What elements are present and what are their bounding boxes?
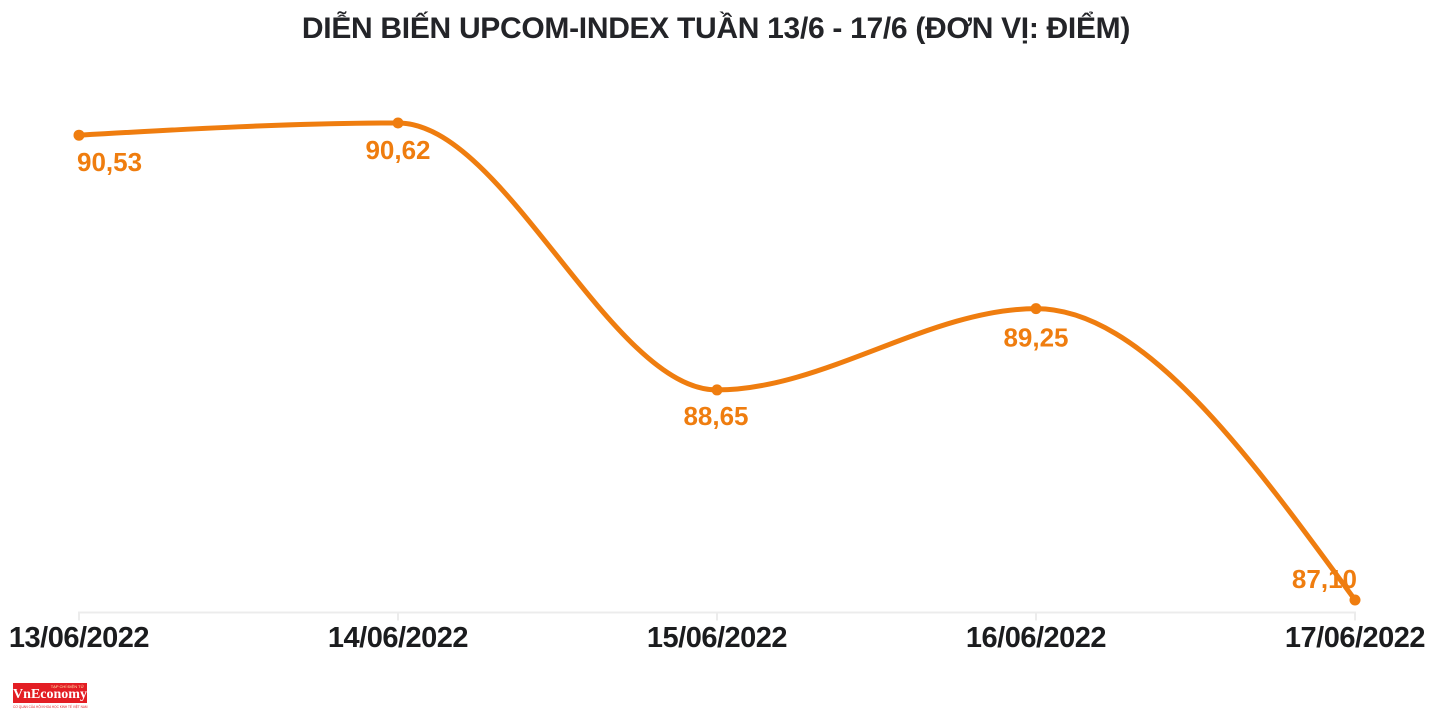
x-axis-label: 16/06/2022 <box>965 622 1107 654</box>
logo-tagline-bottom: CƠ QUAN CỦA HỘI KHOA HỌC KINH TẾ VIỆT NA… <box>13 704 88 709</box>
logo-tagline-top: TẠP CHÍ ĐIỆN TỬ <box>50 684 84 689</box>
data-label: 90,62 <box>365 135 430 165</box>
x-axis-ticks <box>78 611 1356 621</box>
data-label: 88,65 <box>683 401 748 431</box>
x-axis-label: 14/06/2022 <box>327 622 469 654</box>
data-point <box>73 129 85 141</box>
x-axis-label: 15/06/2022 <box>646 622 788 654</box>
data-point <box>1349 594 1361 606</box>
data-point <box>392 117 404 129</box>
data-label: 90,53 <box>77 147 142 177</box>
vneconomy-logo: TẠP CHÍ ĐIỆN TỬ VnEconomy <box>13 683 87 703</box>
data-point-dots <box>73 117 1361 606</box>
data-point <box>1030 303 1042 315</box>
series-line <box>76 120 1358 603</box>
data-point-labels: 90,53 90,62 88,65 89,25 87,10 <box>77 135 1357 594</box>
chart-title: DIỄN BIẾN UPCOM-INDEX TUẦN 13/6 - 17/6 (… <box>301 12 1131 45</box>
data-label: 89,25 <box>1003 323 1068 353</box>
x-axis-label: 17/06/2022 <box>1284 622 1426 654</box>
x-axis-label: 13/06/2022 <box>8 622 150 654</box>
data-label: 87,10 <box>1292 564 1357 594</box>
logo-wordmark: VnEconomy <box>13 687 87 702</box>
data-point <box>711 384 723 396</box>
